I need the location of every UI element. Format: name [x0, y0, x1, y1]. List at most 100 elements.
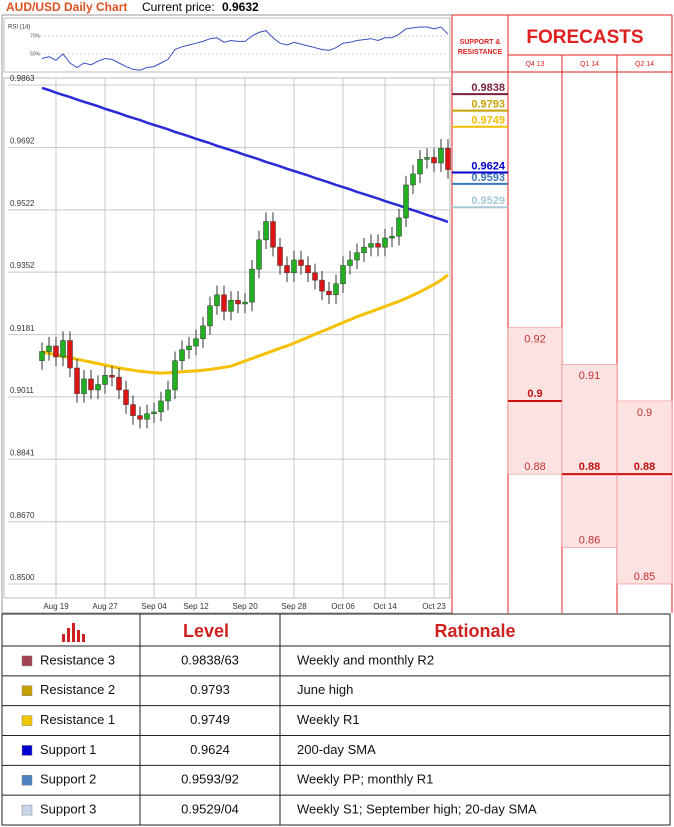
- chart-title: AUD/USD Daily Chart: [6, 0, 127, 14]
- candle-body: [424, 157, 430, 160]
- candle-body: [221, 294, 227, 312]
- forecast-mid-label: 0.88: [579, 461, 600, 473]
- y-tick-label: 0.8500: [10, 573, 35, 582]
- candle-body: [438, 148, 444, 164]
- rsi-label: RSI (14): [8, 25, 30, 31]
- row-swatch: [21, 804, 33, 816]
- y-tick-label: 0.9181: [10, 324, 35, 333]
- candle-body: [270, 221, 276, 248]
- row-rationale: Weekly PP; monthly R1: [297, 772, 433, 787]
- y-tick-label: 0.9011: [10, 386, 34, 395]
- level-label: 0.9793: [471, 99, 505, 111]
- forecast-period: Q1 14: [580, 61, 599, 68]
- candle-body: [130, 404, 136, 416]
- forecast-mid-label: 0.9: [527, 388, 542, 400]
- row-rationale: June high: [297, 682, 353, 697]
- row-swatch: [21, 715, 33, 726]
- row-name: Resistance 2: [40, 682, 115, 697]
- row-swatch: [21, 745, 33, 756]
- candle-body: [242, 301, 248, 305]
- candle-body: [305, 265, 311, 274]
- x-tick-label: Sep 20: [232, 602, 258, 611]
- x-tick-label: Oct 14: [373, 602, 397, 611]
- candle-body: [193, 338, 199, 347]
- candle-body: [179, 349, 185, 361]
- price-label: Current price:: [142, 0, 215, 14]
- row-level: 0.9838/63: [181, 652, 239, 667]
- levels-title: RESISTANCE: [458, 49, 503, 56]
- level-label: 0.9749: [471, 115, 505, 127]
- overlay-line: [41, 273, 449, 375]
- candle-body: [312, 272, 318, 281]
- row-rationale: Weekly and monthly R2: [297, 652, 434, 667]
- forecast-low-label: 0.86: [579, 534, 600, 546]
- candle-body: [102, 375, 108, 385]
- candle-body: [53, 345, 59, 358]
- row-name: Support 2: [40, 772, 96, 787]
- candle-body: [368, 243, 374, 248]
- candle-body: [74, 367, 80, 394]
- candle-body: [382, 237, 388, 248]
- candle-body: [67, 340, 73, 369]
- rsi-line: [41, 26, 449, 71]
- plot-frame: [3, 77, 451, 599]
- y-tick-label: 0.8670: [10, 511, 35, 520]
- forecasts-title: FORECASTS: [526, 27, 643, 48]
- candle-body: [263, 221, 269, 241]
- candle-body: [354, 252, 360, 261]
- row-level: 0.9749: [190, 712, 230, 727]
- candle-body: [123, 389, 129, 405]
- candle-body: [403, 184, 409, 219]
- candle-body: [88, 378, 94, 391]
- candle-body: [158, 400, 164, 413]
- row-swatch: [21, 685, 33, 696]
- x-tick-label: Oct 06: [331, 602, 355, 611]
- candle-body: [207, 305, 213, 327]
- levels-title: SUPPORT &: [460, 39, 501, 46]
- row-level: 0.9529/04: [181, 802, 239, 817]
- row-swatch: [21, 655, 33, 667]
- candle-body: [361, 246, 367, 253]
- candle-body: [214, 294, 220, 307]
- candle-body: [95, 384, 101, 391]
- candle-body: [445, 148, 451, 170]
- forecast-high-label: 0.91: [579, 370, 600, 382]
- row-swatch: [21, 775, 33, 786]
- y-tick-label: 0.9352: [10, 261, 35, 270]
- x-tick-label: Oct 23: [422, 602, 446, 611]
- row-level: 0.9624: [190, 742, 230, 757]
- candle-body: [151, 411, 157, 415]
- row-level: 0.9793: [190, 682, 230, 697]
- y-tick-label: 0.9522: [10, 199, 35, 208]
- candle-body: [277, 246, 283, 266]
- x-tick-label: Sep 12: [183, 602, 209, 611]
- candle-body: [200, 325, 206, 339]
- candle-body: [228, 300, 234, 312]
- row-name: Resistance 3: [40, 652, 115, 667]
- candle-body: [340, 265, 346, 285]
- table-header: Rationale: [434, 621, 515, 641]
- row-rationale: Weekly R1: [297, 712, 360, 727]
- overlay-line: [41, 86, 449, 224]
- row-name: Support 3: [40, 802, 96, 817]
- candle-body: [116, 376, 122, 391]
- rsi-tick-label: 50%: [30, 51, 41, 57]
- candle-body: [326, 290, 332, 296]
- rsi-tick-label: 70%: [30, 33, 41, 39]
- row-name: Support 1: [40, 742, 96, 757]
- candle-body: [410, 173, 416, 186]
- forecast-high-label: 0.9: [637, 407, 652, 419]
- candle-body: [375, 243, 381, 248]
- x-tick-label: Sep 04: [141, 602, 167, 611]
- rsi-frame: [3, 17, 451, 73]
- row-name: Resistance 1: [40, 712, 115, 727]
- candle-body: [235, 300, 241, 305]
- candle-body: [165, 389, 171, 402]
- forecast-low-label: 0.88: [524, 461, 545, 473]
- table-icon: [62, 623, 85, 642]
- row-rationale: 200-day SMA: [297, 742, 376, 757]
- current-price: 0.9632: [222, 0, 259, 14]
- candle-body: [431, 157, 437, 164]
